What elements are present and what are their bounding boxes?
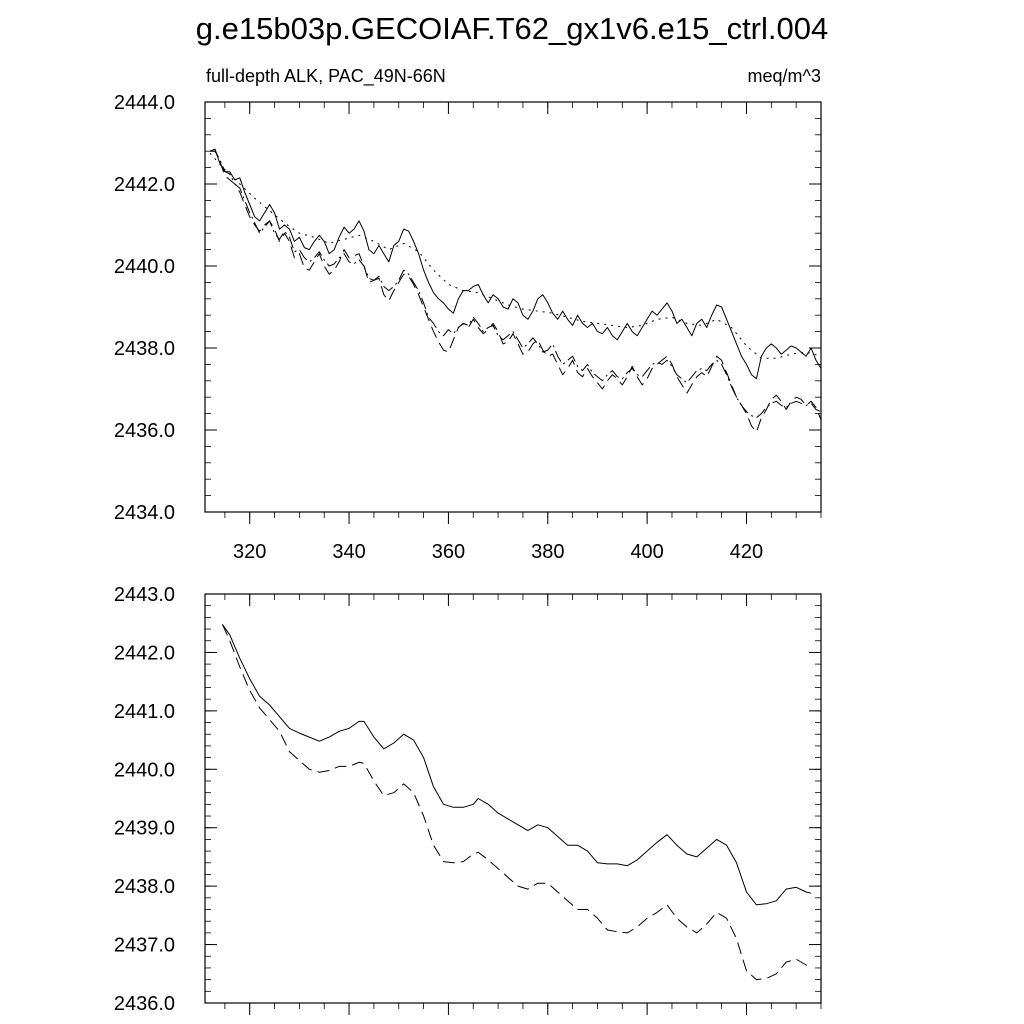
bottom-chart-ticks — [205, 593, 822, 1015]
bottom-y-tick-label: 2439.0 — [114, 818, 175, 840]
figure-title: g.e15b03p.GECOIAF.T62_gx1v6.e15_ctrl.004 — [196, 11, 828, 46]
top-chart-plot-frame — [204, 101, 822, 513]
top-x-tick-label: 360 — [432, 541, 465, 563]
top-y-tick-label: 2438.0 — [114, 338, 175, 360]
bottom-y-tick-label: 2441.0 — [114, 701, 175, 723]
top-series-line-solid — [209, 148, 822, 380]
top-chart-left-label: full-depth ALK, PAC_49N-66N — [206, 66, 446, 87]
top-series-line-dashdot — [210, 150, 822, 419]
bottom-chart-tick-labels: 2436.0 2437.0 2438.0 2439.0 2440.0 2441.0 2442… — [114, 584, 175, 1015]
top-y-tick-label: 2434.0 — [114, 502, 175, 524]
bottom-chart: 2436.0 2437.0 2438.0 2439.0 2440.0 2441.0 2442… — [114, 584, 822, 1015]
top-y-tick-label: 2436.0 — [114, 420, 175, 442]
bottom-chart-series — [221, 624, 812, 981]
top-y-tick-label: 2440.0 — [114, 256, 175, 278]
top-x-tick-label: 380 — [531, 541, 564, 563]
bottom-y-tick-label: 2440.0 — [114, 759, 175, 781]
top-x-tick-label: 320 — [233, 541, 266, 563]
bottom-y-tick-label: 2437.0 — [114, 935, 175, 957]
top-chart-tick-labels: 2434.0 2436.0 2438.0 2440.0 2442.0 2444.0 320 3… — [114, 92, 763, 563]
top-chart-units-label: meq/m^3 — [748, 66, 821, 86]
bottom-y-tick-label: 2442.0 — [114, 642, 175, 664]
bottom-chart-plot-frame — [204, 593, 822, 1004]
top-x-tick-label: 420 — [730, 541, 763, 563]
bottom-y-tick-label: 2438.0 — [114, 876, 175, 898]
top-chart: full-depth ALK, PAC_49N-66N meq/m^3 2434… — [114, 66, 822, 563]
bottom-series-line-dashed — [221, 624, 812, 981]
top-chart-series — [209, 148, 822, 433]
bottom-series-line-solid — [221, 624, 812, 906]
bottom-y-tick-label: 2443.0 — [114, 584, 175, 606]
top-y-tick-label: 2444.0 — [114, 92, 175, 114]
top-x-tick-label: 340 — [332, 541, 365, 563]
bottom-y-tick-label: 2436.0 — [114, 993, 175, 1015]
top-y-tick-label: 2442.0 — [114, 174, 175, 196]
top-chart-ticks — [205, 101, 822, 524]
top-x-tick-label: 400 — [630, 541, 663, 563]
top-series-line-dashed — [209, 148, 822, 433]
top-series-line-dotted — [209, 152, 822, 359]
